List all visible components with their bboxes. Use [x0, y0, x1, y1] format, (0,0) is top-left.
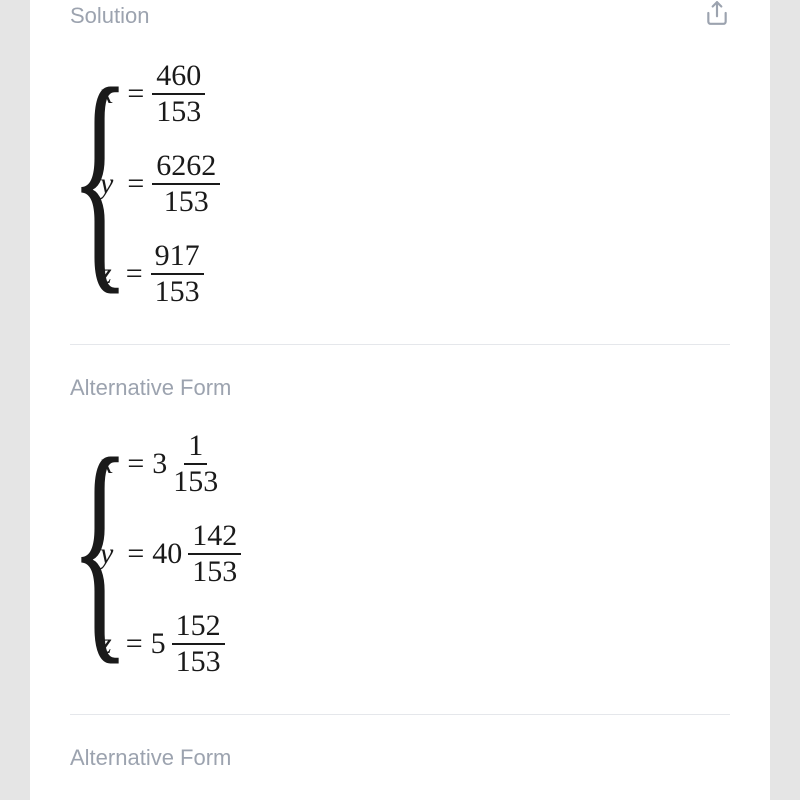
alt-form-1-title: Alternative Form — [70, 375, 730, 401]
fraction: 917 153 — [151, 241, 204, 307]
whole-number: 40 — [152, 539, 182, 569]
denominator: 153 — [155, 275, 200, 307]
numerator: 917 — [151, 241, 204, 275]
numerator: 1 — [184, 431, 207, 465]
brace-icon: { — [70, 419, 85, 689]
solution-system: { x = 460 153 y = 6262 153 z = — [70, 49, 730, 319]
alt-form-1-system: { x = 3 1 153 y = 40 142 153 — [70, 419, 730, 689]
denominator: 153 — [164, 185, 209, 217]
section-divider — [70, 344, 730, 345]
share-icon[interactable] — [704, 0, 730, 31]
denominator: 153 — [173, 465, 218, 497]
denominator: 153 — [176, 645, 221, 677]
alt-form-2-title: Alternative Form — [70, 745, 730, 771]
denominator: 153 — [156, 95, 201, 127]
fraction: 152 153 — [172, 611, 225, 677]
fraction: 460 153 — [152, 61, 205, 127]
numerator: 6262 — [152, 151, 220, 185]
solution-card: Solution { x = 460 153 y = — [30, 0, 770, 800]
fraction: 6262 153 — [152, 151, 220, 217]
solution-header: Solution — [70, 0, 730, 31]
section-divider — [70, 714, 730, 715]
brace-icon: { — [70, 49, 85, 319]
solution-title: Solution — [70, 3, 150, 29]
fraction: 142 153 — [188, 521, 241, 587]
numerator: 142 — [188, 521, 241, 555]
numerator: 460 — [152, 61, 205, 95]
denominator: 153 — [192, 555, 237, 587]
whole-number: 3 — [152, 449, 167, 479]
whole-number: 5 — [151, 629, 166, 659]
fraction: 1 153 — [173, 431, 218, 497]
numerator: 152 — [172, 611, 225, 645]
